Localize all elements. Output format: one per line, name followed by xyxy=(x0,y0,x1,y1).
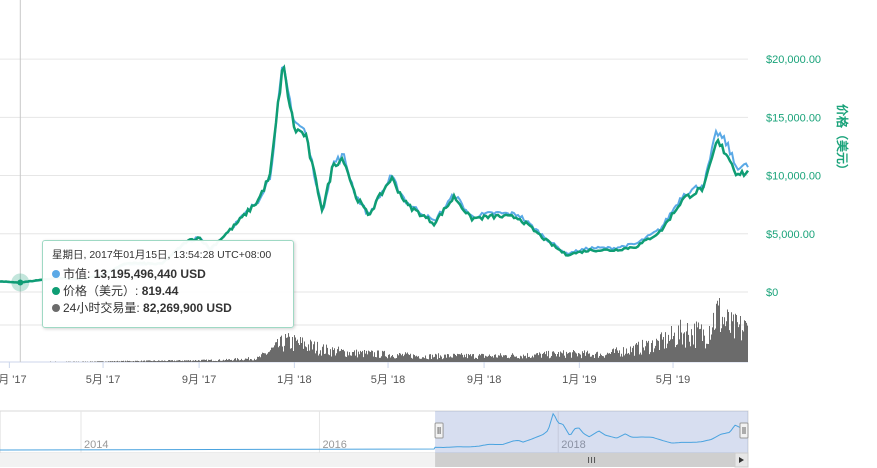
hover-point xyxy=(17,279,24,286)
y-tick-label: $5,000.00 xyxy=(766,229,815,241)
price-label: 价格（美元）: xyxy=(63,284,139,298)
y-axis: $0 $5,000.00 $10,000.00 $15,000.00 $20,000.0… xyxy=(766,54,821,299)
y-tick-label: $20,000.00 xyxy=(766,54,821,66)
x-tick-label: 9月 '17 xyxy=(182,374,217,386)
navigator-year-label: 2016 xyxy=(322,439,346,451)
y-tick-label: $10,000.00 xyxy=(766,171,821,183)
navigator-series xyxy=(0,412,748,451)
range-navigator[interactable]: 2014 2016 2018 xyxy=(0,410,749,468)
price-dot-icon xyxy=(52,287,60,295)
x-tick-label: 1月 '19 xyxy=(562,374,597,386)
x-tick-label: 5月 '19 xyxy=(656,374,691,386)
x-tick-label: 5月 '17 xyxy=(86,374,121,386)
data-tooltip: 星期日, 2017年01月15日, 13:54:28 UTC+08:00 市值:… xyxy=(42,240,294,328)
x-axis: 1月 '17 5月 '17 9月 '17 1月 '18 5月 '18 9月 '18 1月 '… xyxy=(0,362,690,386)
tooltip-volume: 24小时交易量: 82,269,900 USD xyxy=(52,300,284,317)
market-cap-label: 市值: xyxy=(63,267,91,281)
x-tick-label: 1月 '18 xyxy=(277,374,312,386)
navigator-frame xyxy=(0,410,749,454)
market-cap-dot-icon xyxy=(52,270,60,278)
navigator-selection xyxy=(435,411,748,453)
navigator-year-label: 2018 xyxy=(561,439,585,451)
tooltip-market-cap: 市值: 13,195,496,440 USD xyxy=(52,266,284,283)
navigator-year-label: 2014 xyxy=(84,439,108,451)
volume-series xyxy=(50,297,748,362)
y-tick-label: $15,000.00 xyxy=(766,112,821,124)
x-tick-label: 5月 '18 xyxy=(371,374,406,386)
price-value: 819.44 xyxy=(141,284,179,298)
volume-dot-icon xyxy=(52,304,60,312)
navigator-handle xyxy=(434,422,444,439)
x-tick-label: 1月 '17 xyxy=(0,374,27,386)
arrow-right-icon xyxy=(739,457,744,463)
tooltip-price: 价格（美元）: 819.44 xyxy=(52,283,284,300)
market-cap-value: 13,195,496,440 USD xyxy=(93,267,206,281)
crosshair xyxy=(11,0,30,362)
tooltip-date: 星期日, 2017年01月15日, 13:54:28 UTC+08:00 xyxy=(52,249,272,261)
y-axis-title: 价格（美元） xyxy=(835,104,850,176)
navigator-handle xyxy=(739,422,749,439)
x-tick-label: 9月 '18 xyxy=(467,374,502,386)
volume-label: 24小时交易量: xyxy=(63,301,140,315)
volume-value: 82,269,900 USD xyxy=(143,301,232,315)
y-tick-label: $0 xyxy=(766,287,778,299)
